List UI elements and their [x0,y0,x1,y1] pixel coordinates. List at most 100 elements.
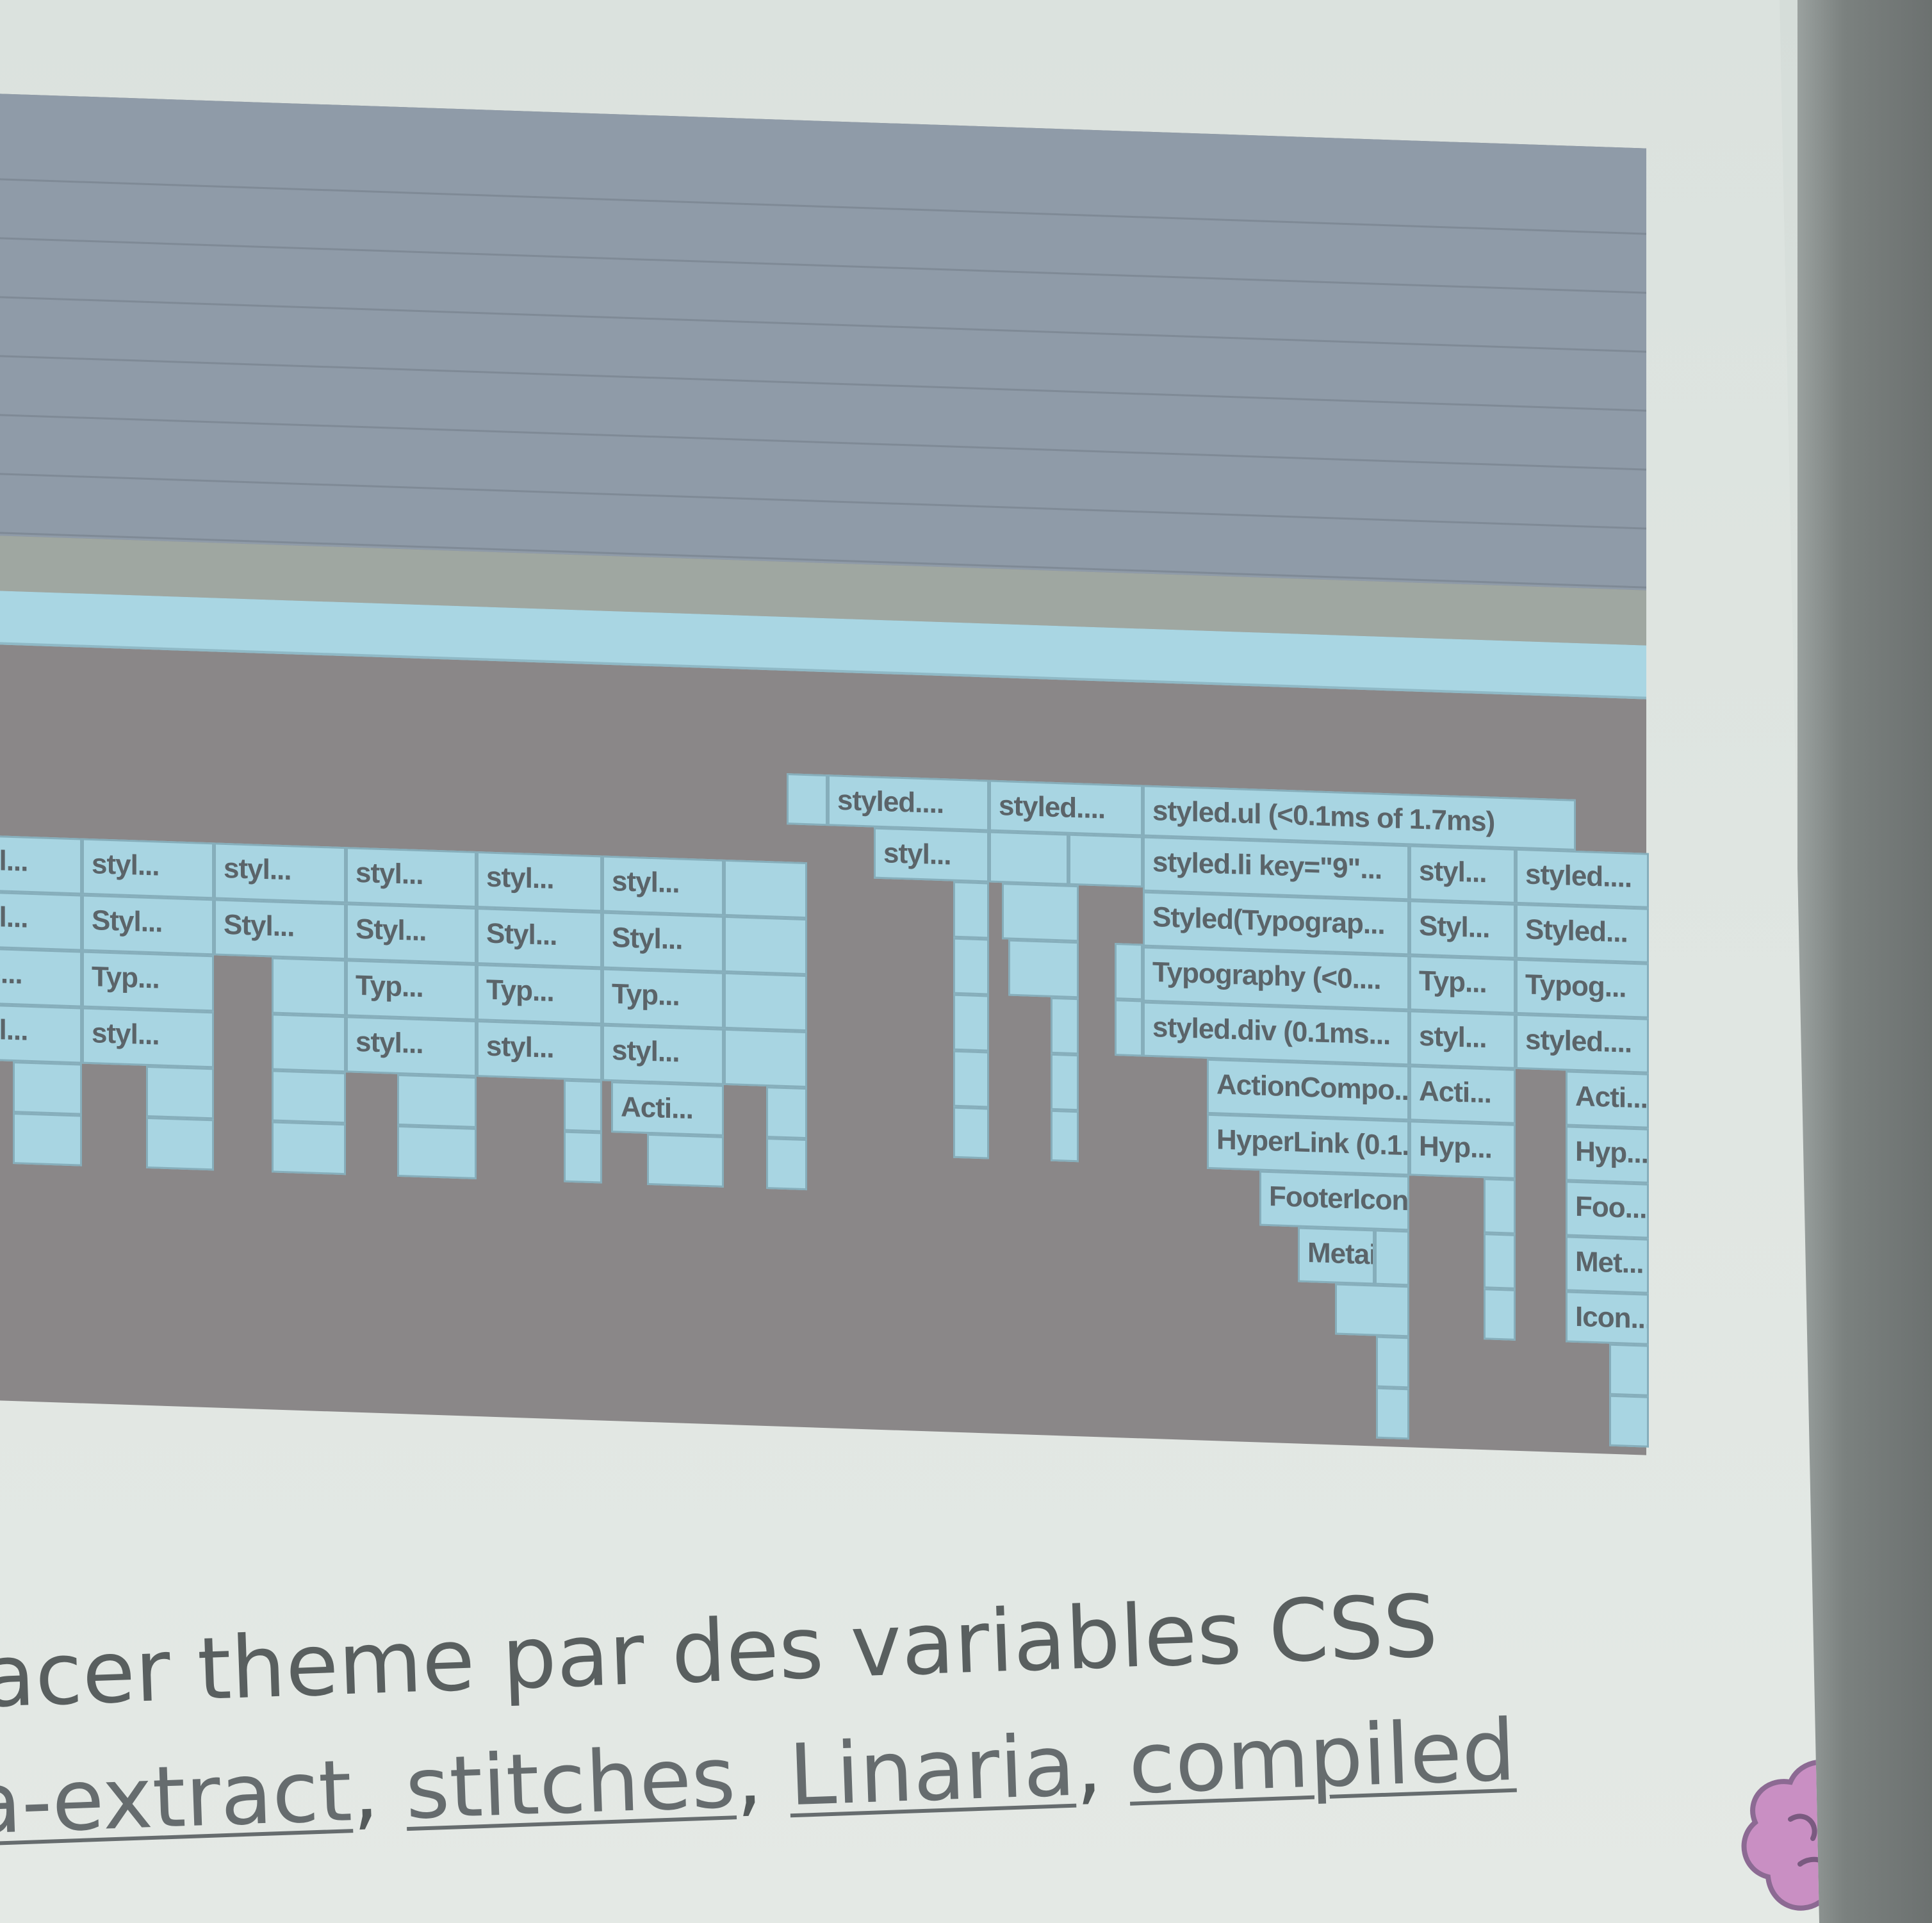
flame-frame[interactable] [397,1074,477,1129]
flame-frame[interactable] [1115,999,1143,1057]
flame-frame[interactable] [272,957,346,1017]
flame-frame[interactable]: Styl... [477,908,602,969]
flame-frame[interactable] [1068,833,1143,888]
flame-frame[interactable] [724,915,807,976]
flame-frame[interactable] [1375,1229,1409,1286]
flame-frame[interactable]: Styled... [1516,903,1649,963]
flame-frame[interactable]: Typ... [1409,955,1516,1014]
flame-frame[interactable]: styl... [477,1020,602,1081]
flame-frame[interactable]: Acti... [1566,1070,1649,1129]
flame-frame[interactable]: styl... [477,851,602,912]
screen-bezel [1797,0,1932,1923]
flame-frame[interactable]: Styl... [602,912,724,972]
flame-frame[interactable] [953,1106,989,1159]
flame-frame[interactable] [766,1086,807,1140]
flame-frame[interactable]: Typ... [346,960,477,1021]
flame-frame[interactable]: yl... [0,1004,82,1064]
flame-frame[interactable]: FooterIconL... [1259,1170,1409,1231]
flame-frame[interactable]: Styl... [214,899,346,960]
flame-frame[interactable]: p... [0,947,82,1008]
flame-frame[interactable]: Typ... [602,968,724,1029]
flame-frame[interactable]: Typ... [82,951,214,1012]
flame-frame[interactable] [953,937,989,995]
link-vanilla-extract[interactable]: a-extract [0,1742,354,1854]
flame-frame[interactable] [953,1050,989,1108]
flame-frame[interactable]: Acti... [1409,1065,1516,1124]
flame-frame[interactable]: Hyp... [1409,1120,1516,1179]
flame-frame[interactable]: yl... [0,835,82,895]
flame-frame[interactable] [146,1065,214,1120]
flame-frame[interactable]: styl... [346,847,477,908]
flame-frame[interactable]: styl... [1409,845,1516,904]
flame-frame[interactable]: Typog... [1516,958,1649,1019]
flame-frame[interactable] [1484,1178,1516,1234]
flame-frame[interactable] [953,994,989,1052]
flame-frame[interactable]: styled.... [989,780,1143,837]
flame-frame[interactable] [766,1138,807,1191]
flame-frame[interactable] [13,1112,82,1166]
flame-frame[interactable]: Typ... [477,964,602,1025]
flame-frame[interactable] [724,859,807,919]
flame-frame[interactable]: styl... [1409,1010,1516,1069]
flame-frame[interactable]: styl... [82,838,214,899]
flame-frame[interactable] [272,1013,346,1073]
flame-frame[interactable]: styled.div (0.1ms... [1143,1001,1409,1066]
flame-frame[interactable] [1609,1343,1649,1396]
flame-frame[interactable]: Acti... [611,1081,724,1136]
flame-frame[interactable]: Styl... [82,894,214,956]
flame-frame[interactable]: Hyp... [1566,1125,1649,1184]
flame-frame[interactable] [1484,1233,1516,1289]
flame-frame[interactable] [953,881,989,939]
flame-frame[interactable] [1115,943,1143,1001]
flame-frame[interactable] [13,1061,82,1115]
flame-frame[interactable]: styled.... [1516,848,1649,908]
flame-frame[interactable] [397,1125,477,1180]
flame-frame[interactable] [1002,883,1079,942]
flame-frame[interactable] [1609,1395,1649,1448]
flame-frame[interactable]: Metaic... [1298,1227,1375,1285]
flame-frame[interactable]: HyperLink (0.1... [1207,1113,1409,1176]
flame-frame[interactable] [1051,1053,1079,1111]
flame-frame[interactable]: Icon... [1566,1291,1649,1345]
flame-frame[interactable] [724,1028,807,1088]
flame-frame[interactable] [272,1070,346,1124]
flame-frame[interactable]: styl... [602,855,724,916]
flame-frame[interactable] [647,1133,724,1188]
link-separator: , [350,1740,381,1841]
flame-frame[interactable] [564,1131,602,1184]
flame-frame[interactable] [1008,939,1079,999]
flame-frame[interactable]: styled.... [828,774,989,831]
flame-frame[interactable]: styled.... [1516,1013,1649,1074]
flame-frame[interactable] [989,831,1068,885]
flame-frame[interactable] [787,773,828,826]
flame-frame[interactable]: yl... [0,891,82,951]
link-compiled[interactable]: compiled [1127,1701,1518,1813]
flame-frame[interactable]: styled.li key="9"... [1143,836,1409,901]
flame-frame[interactable]: styl... [82,1007,214,1068]
flame-frame[interactable]: styl... [874,827,989,883]
flame-frame[interactable] [1051,997,1079,1055]
flame-frame[interactable] [272,1121,346,1175]
flame-frame[interactable]: Met... [1566,1236,1649,1294]
flame-frame[interactable]: styl... [602,1024,724,1085]
flame-frame[interactable]: Foo... [1566,1181,1649,1239]
flame-frame[interactable] [1335,1283,1409,1338]
flame-frame[interactable] [1376,1387,1409,1440]
flame-frame[interactable] [1484,1288,1516,1341]
flame-frame[interactable] [146,1117,214,1171]
link-linaria[interactable]: Linaria [787,1716,1077,1826]
flame-frame[interactable]: styl... [346,1016,477,1077]
link-stitches[interactable]: stitches [404,1728,737,1839]
flame-frame[interactable]: styl... [214,842,346,904]
flame-frame[interactable]: Styl... [1409,900,1516,959]
flame-frame[interactable] [1376,1336,1409,1389]
flame-frame[interactable]: ActionCompo... [1207,1058,1409,1121]
flame-frame[interactable]: Styled(Typograp... [1143,891,1409,956]
flame-frame[interactable]: Styl... [346,903,477,965]
slide-line-1-text: acer theme par des variables CSS [0,1576,1439,1727]
flame-frame[interactable] [724,972,807,1032]
flame-frame[interactable] [1051,1109,1079,1163]
flame-frame[interactable]: Typography (<0.... [1143,946,1409,1011]
flame-frame[interactable] [564,1079,602,1133]
